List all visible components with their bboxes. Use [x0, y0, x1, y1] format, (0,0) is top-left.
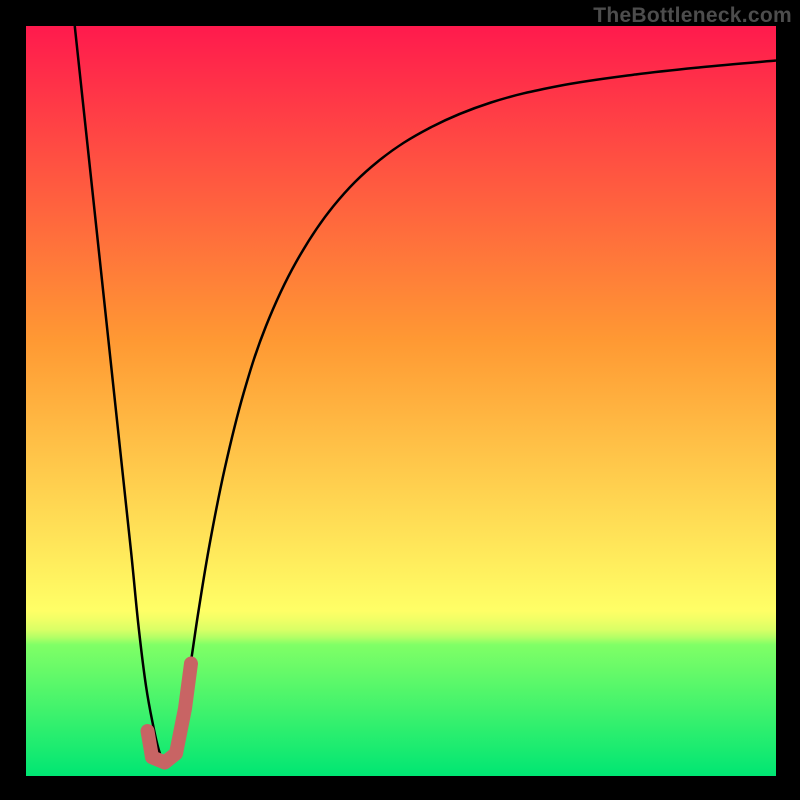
- bottleneck-curve: [75, 26, 776, 763]
- watermark: TheBottleneck.com: [593, 4, 792, 28]
- chart-svg: [0, 0, 800, 800]
- target-checkmark: [148, 664, 192, 763]
